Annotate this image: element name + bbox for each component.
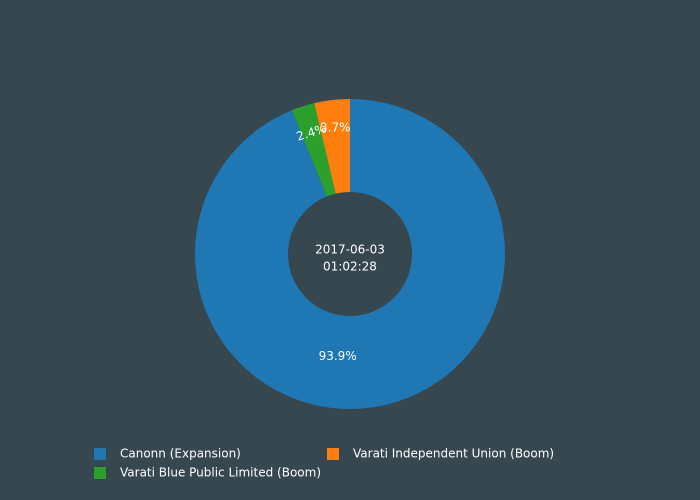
slices-layer bbox=[195, 99, 506, 409]
slice-varati-independent-union-boom[interactable] bbox=[314, 99, 350, 194]
legend-swatch bbox=[94, 448, 106, 460]
legend-item-1[interactable]: Canonn (Expansion) bbox=[94, 447, 241, 461]
slice-label-1: 93.9% bbox=[319, 349, 357, 363]
center-label-date: 2017-06-03 bbox=[315, 243, 385, 257]
slice-label-3: 3.7% bbox=[320, 120, 351, 134]
legend-item-2[interactable]: Varati Independent Union (Boom) bbox=[327, 447, 554, 461]
legend-swatch bbox=[327, 448, 339, 460]
legend-label: Varati Independent Union (Boom) bbox=[353, 447, 554, 461]
legend-item-3[interactable]: Varati Blue Public Limited (Boom) bbox=[94, 466, 321, 480]
slice-canonn-expansion[interactable] bbox=[195, 99, 506, 409]
legend-label: Canonn (Expansion) bbox=[120, 447, 241, 461]
slice-labels-layer: 93.9%2.4%3.7% bbox=[295, 120, 357, 362]
legend: Canonn (Expansion) Varati Independent Uni… bbox=[94, 447, 554, 480]
slice-varati-blue-public-limited-boom[interactable] bbox=[292, 103, 336, 197]
center-label: 2017-06-03 01:02:28 bbox=[315, 243, 385, 274]
legend-label: Varati Blue Public Limited (Boom) bbox=[120, 466, 321, 480]
legend-swatch bbox=[94, 467, 106, 479]
center-label-time: 01:02:28 bbox=[323, 260, 377, 274]
